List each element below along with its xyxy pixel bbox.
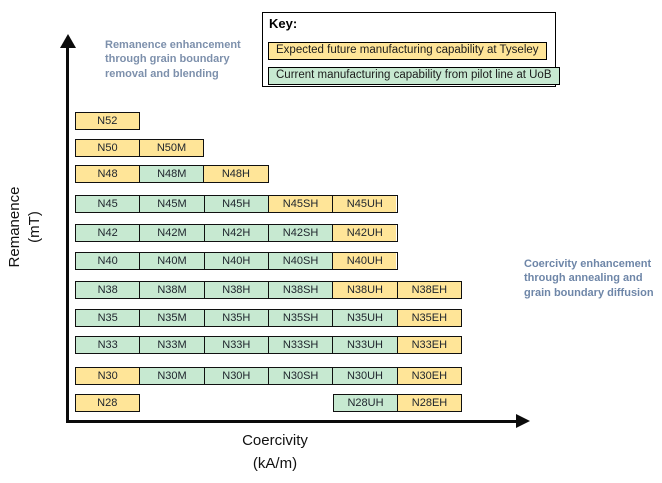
cell-n30: N30 (76, 368, 140, 384)
cell-n48: N48 (76, 166, 140, 182)
cell-n50m: N50M (139, 140, 203, 156)
cell-n42h: N42H (203, 225, 268, 241)
grade-row-n45: N45 N45M N45H N45SH N45UH (75, 195, 398, 213)
annotation-remanence-enhancement: Remanence enhancement through grain boun… (105, 39, 241, 80)
cell-n42sh: N42SH (267, 225, 333, 241)
cell-n30uh: N30UH (332, 368, 397, 384)
cell-n48h: N48H (203, 166, 268, 182)
x-axis-label: Coercivity (kA/m) (175, 430, 375, 475)
cell-n35eh: N35EH (396, 310, 461, 326)
cell-n33: N33 (76, 337, 140, 353)
cell-n40sh: N40SH (267, 253, 333, 269)
key-item-current: Current manufacturing capability from pi… (268, 67, 560, 85)
cell-n38: N38 (76, 282, 140, 298)
grade-row-n38: N38 N38M N38H N38SH N38UH N38EH (75, 281, 462, 299)
y-axis-line (66, 44, 69, 422)
cell-n35uh: N35UH (332, 310, 397, 326)
cell-n42: N42 (76, 225, 140, 241)
x-axis-label-line1: Coercivity (242, 432, 308, 449)
x-axis-label-line2: (kA/m) (252, 454, 298, 472)
x-axis-arrow-icon (516, 414, 530, 428)
cell-n28uh: N28UH (334, 395, 397, 411)
cell-n35sh: N35SH (267, 310, 333, 326)
grade-row-n28: N28 (75, 394, 140, 412)
cell-n40: N40 (76, 253, 140, 269)
cell-n42uh: N42UH (332, 225, 397, 241)
y-axis-label: Remanence (mT) (5, 147, 49, 307)
cell-n52: N52 (76, 113, 139, 129)
key-title: Key: (269, 16, 298, 31)
cell-n45h: N45H (203, 196, 268, 212)
grade-row-n48: N48 N48M N48H (75, 165, 269, 183)
cell-n30sh: N30SH (267, 368, 333, 384)
cell-n30eh: N30EH (396, 368, 461, 384)
cell-n33uh: N33UH (332, 337, 397, 353)
cell-n38eh: N38EH (396, 282, 461, 298)
grade-row-n35: N35 N35M N35H N35SH N35UH N35EH (75, 309, 462, 327)
cell-n28eh: N28EH (397, 395, 461, 411)
cell-n40h: N40H (203, 253, 268, 269)
grade-row-n40: N40 N40M N40H N40SH N40UH (75, 252, 398, 270)
annotation-coercivity-enhancement: Coercivity enhancement through annealing… (524, 258, 654, 299)
cell-n38sh: N38SH (267, 282, 333, 298)
cell-n35h: N35H (203, 310, 268, 326)
grade-row-n28: N28UH N28EH (333, 394, 462, 412)
cell-n35m: N35M (139, 310, 204, 326)
cell-n38m: N38M (139, 282, 204, 298)
cell-n28: N28 (76, 395, 139, 411)
cell-n38uh: N38UH (332, 282, 397, 298)
y-axis-label-line1: Remanence (6, 186, 23, 268)
x-axis-line (66, 420, 518, 423)
cell-n48m: N48M (139, 166, 204, 182)
cell-n40m: N40M (139, 253, 204, 269)
grade-row-n50: N50 N50M (75, 139, 204, 157)
key-item-future: Expected future manufacturing capability… (268, 42, 547, 60)
cell-n30h: N30H (203, 368, 268, 384)
cell-n33eh: N33EH (396, 337, 461, 353)
cell-n45m: N45M (139, 196, 204, 212)
y-axis-label-line2: (mT) (25, 211, 43, 243)
cell-n45: N45 (76, 196, 140, 212)
cell-n50: N50 (76, 140, 139, 156)
cell-n33m: N33M (139, 337, 204, 353)
cell-n35: N35 (76, 310, 140, 326)
cell-n42m: N42M (139, 225, 204, 241)
cell-n30m: N30M (139, 368, 204, 384)
cell-n38h: N38H (203, 282, 268, 298)
grade-row-n52: N52 (75, 112, 140, 130)
cell-n45sh: N45SH (267, 196, 333, 212)
grade-row-n30: N30 N30M N30H N30SH N30UH N30EH (75, 367, 462, 385)
key-box: Key: Expected future manufacturing capab… (262, 12, 560, 87)
cell-n40uh: N40UH (332, 253, 397, 269)
cell-n45uh: N45UH (332, 196, 397, 212)
cell-n33sh: N33SH (267, 337, 333, 353)
cell-n33h: N33H (203, 337, 268, 353)
y-axis-arrow-icon (60, 34, 76, 48)
grade-row-n33: N33 N33M N33H N33SH N33UH N33EH (75, 336, 462, 354)
grade-row-n42: N42 N42M N42H N42SH N42UH (75, 224, 398, 242)
